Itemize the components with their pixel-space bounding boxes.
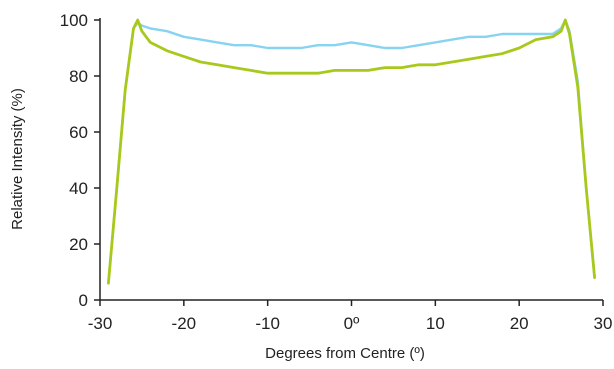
x-tick-label: -30 [88,314,113,333]
y-tick-label: 100 [60,11,88,30]
y-tick-label: 20 [69,235,88,254]
series-layer [107,18,596,285]
y-tick-label: 40 [69,179,88,198]
y-tick-label: 60 [69,123,88,142]
x-tick-label: 20 [510,314,529,333]
tick-labels: 0 20 40 60 80 100 -30 -20 -10 0º 10 20 30 [60,11,613,333]
x-axis-title: Degrees from Centre (º) [265,345,425,362]
x-tick-label: 10 [426,314,445,333]
y-axis-title: Relative Intensity (%) [9,88,26,230]
series-line-2 [107,18,596,285]
x-tick-label: 0º [344,314,360,333]
x-tick-label: -10 [255,314,280,333]
axes [94,18,604,306]
y-tick-label: 80 [69,67,88,86]
y-tick-label: 0 [79,291,88,310]
x-tick-label: 30 [594,314,613,333]
x-tick-label: -20 [172,314,197,333]
series-line-1 [107,18,596,285]
